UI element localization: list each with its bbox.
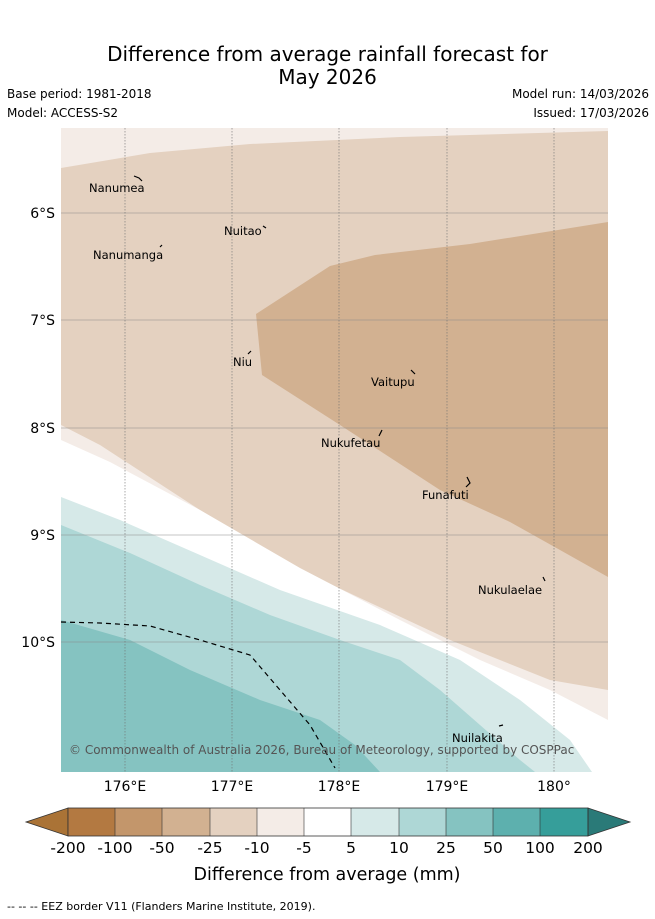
legend-title: Difference from average (mm) (193, 865, 460, 885)
nuitao-shape (262, 225, 267, 229)
copyright-text: © Commonwealth of Australia 2026, Bureau… (69, 743, 574, 757)
legend-tick-6: -5 (296, 839, 311, 857)
colorbar-extend-high (587, 807, 632, 837)
colorbar-bin-7 (351, 808, 399, 836)
colorbar-bin-10 (493, 808, 540, 836)
lon-label-178e: 178°E (318, 779, 361, 795)
colorbar-bin-1 (68, 808, 115, 836)
legend-tick-5: -10 (244, 839, 269, 857)
island-label-nukulaelae: Nukulaelae (478, 583, 542, 597)
lat-label-8s: 8°S (30, 421, 55, 437)
band-25-50 (61, 620, 380, 772)
colorbar-extend-low (24, 807, 69, 837)
legend-tick-10: 50 (483, 839, 503, 857)
nanumanga-shape (159, 244, 163, 248)
niu-shape (247, 350, 252, 355)
chart-title-line1: Difference from average rainfall forecas… (107, 42, 548, 66)
colorbar-bin-6 (304, 808, 351, 836)
nuilakita-shape (498, 724, 504, 727)
lon-label-180: 180° (537, 779, 571, 795)
island-label-funafuti: Funafuti (422, 488, 469, 502)
eez-border-note: -- -- -- EEZ border V11 (Flanders Marine… (7, 900, 316, 913)
island-label-vaitupu: Vaitupu (371, 375, 415, 389)
colorbar-bin-8 (399, 808, 446, 836)
lon-label-176e: 176°E (104, 779, 147, 795)
issued-date: Issued: 17/03/2026 (533, 106, 649, 120)
funafuti-shape (465, 476, 471, 488)
colorbar (24, 807, 632, 837)
island-label-nukufetau: Nukufetau (321, 436, 380, 450)
legend-tick-7: 5 (346, 839, 356, 857)
chart-title-line2: May 2026 (278, 65, 377, 89)
lon-label-179e: 179°E (426, 779, 469, 795)
colorbar-bin-4 (210, 808, 257, 836)
nukulaelae-shape (542, 576, 546, 582)
lat-label-9s: 9°S (30, 528, 55, 544)
graticule (61, 212, 608, 643)
colorbar-bin-2 (115, 808, 162, 836)
legend-tick-3: -50 (149, 839, 174, 857)
island-shapes (133, 175, 546, 727)
legend-tick-1: -200 (50, 839, 85, 857)
island-label-niu: Niu (233, 355, 252, 369)
lat-label-6s: 6°S (30, 206, 55, 222)
island-label-nuitao: Nuitao (224, 224, 262, 238)
legend-tick-2: -100 (97, 839, 132, 857)
base-period: Base period: 1981-2018 (7, 87, 152, 101)
colorbar-frame (67, 807, 589, 837)
band-minus50-minus25 (256, 222, 608, 577)
legend-tick-9: 25 (436, 839, 456, 857)
legend-tick-11: 100 (525, 839, 555, 857)
legend-tick-4: -25 (197, 839, 222, 857)
colorbar-bin-9 (446, 808, 493, 836)
lat-label-7s: 7°S (30, 313, 55, 329)
nukufetau-shape (378, 429, 383, 437)
island-label-nuilakita: Nuilakita (452, 731, 503, 745)
model-run: Model run: 14/03/2026 (511, 87, 649, 101)
model-name: Model: ACCESS-S2 (7, 106, 119, 120)
island-label-nanumanga: Nanumanga (93, 248, 163, 262)
colorbar-bin-5 (257, 808, 304, 836)
legend-tick-8: 10 (389, 839, 409, 857)
legend-tick-12: 200 (573, 839, 603, 857)
nanumea-shape (133, 175, 143, 182)
graticule-lon (124, 128, 555, 772)
colorbar-bin-3 (162, 808, 210, 836)
lat-label-10s: 10°S (21, 635, 55, 651)
vaitupu-shape (410, 369, 416, 375)
rainfall-map-area: Nanumea Nuitao Nanumanga Niu Vaitupu Nuk… (61, 128, 608, 772)
eez-border-line (61, 621, 336, 769)
colorbar-bin-11 (540, 808, 588, 836)
island-label-nanumea: Nanumea (89, 181, 145, 195)
lon-label-177e: 177°E (211, 779, 254, 795)
